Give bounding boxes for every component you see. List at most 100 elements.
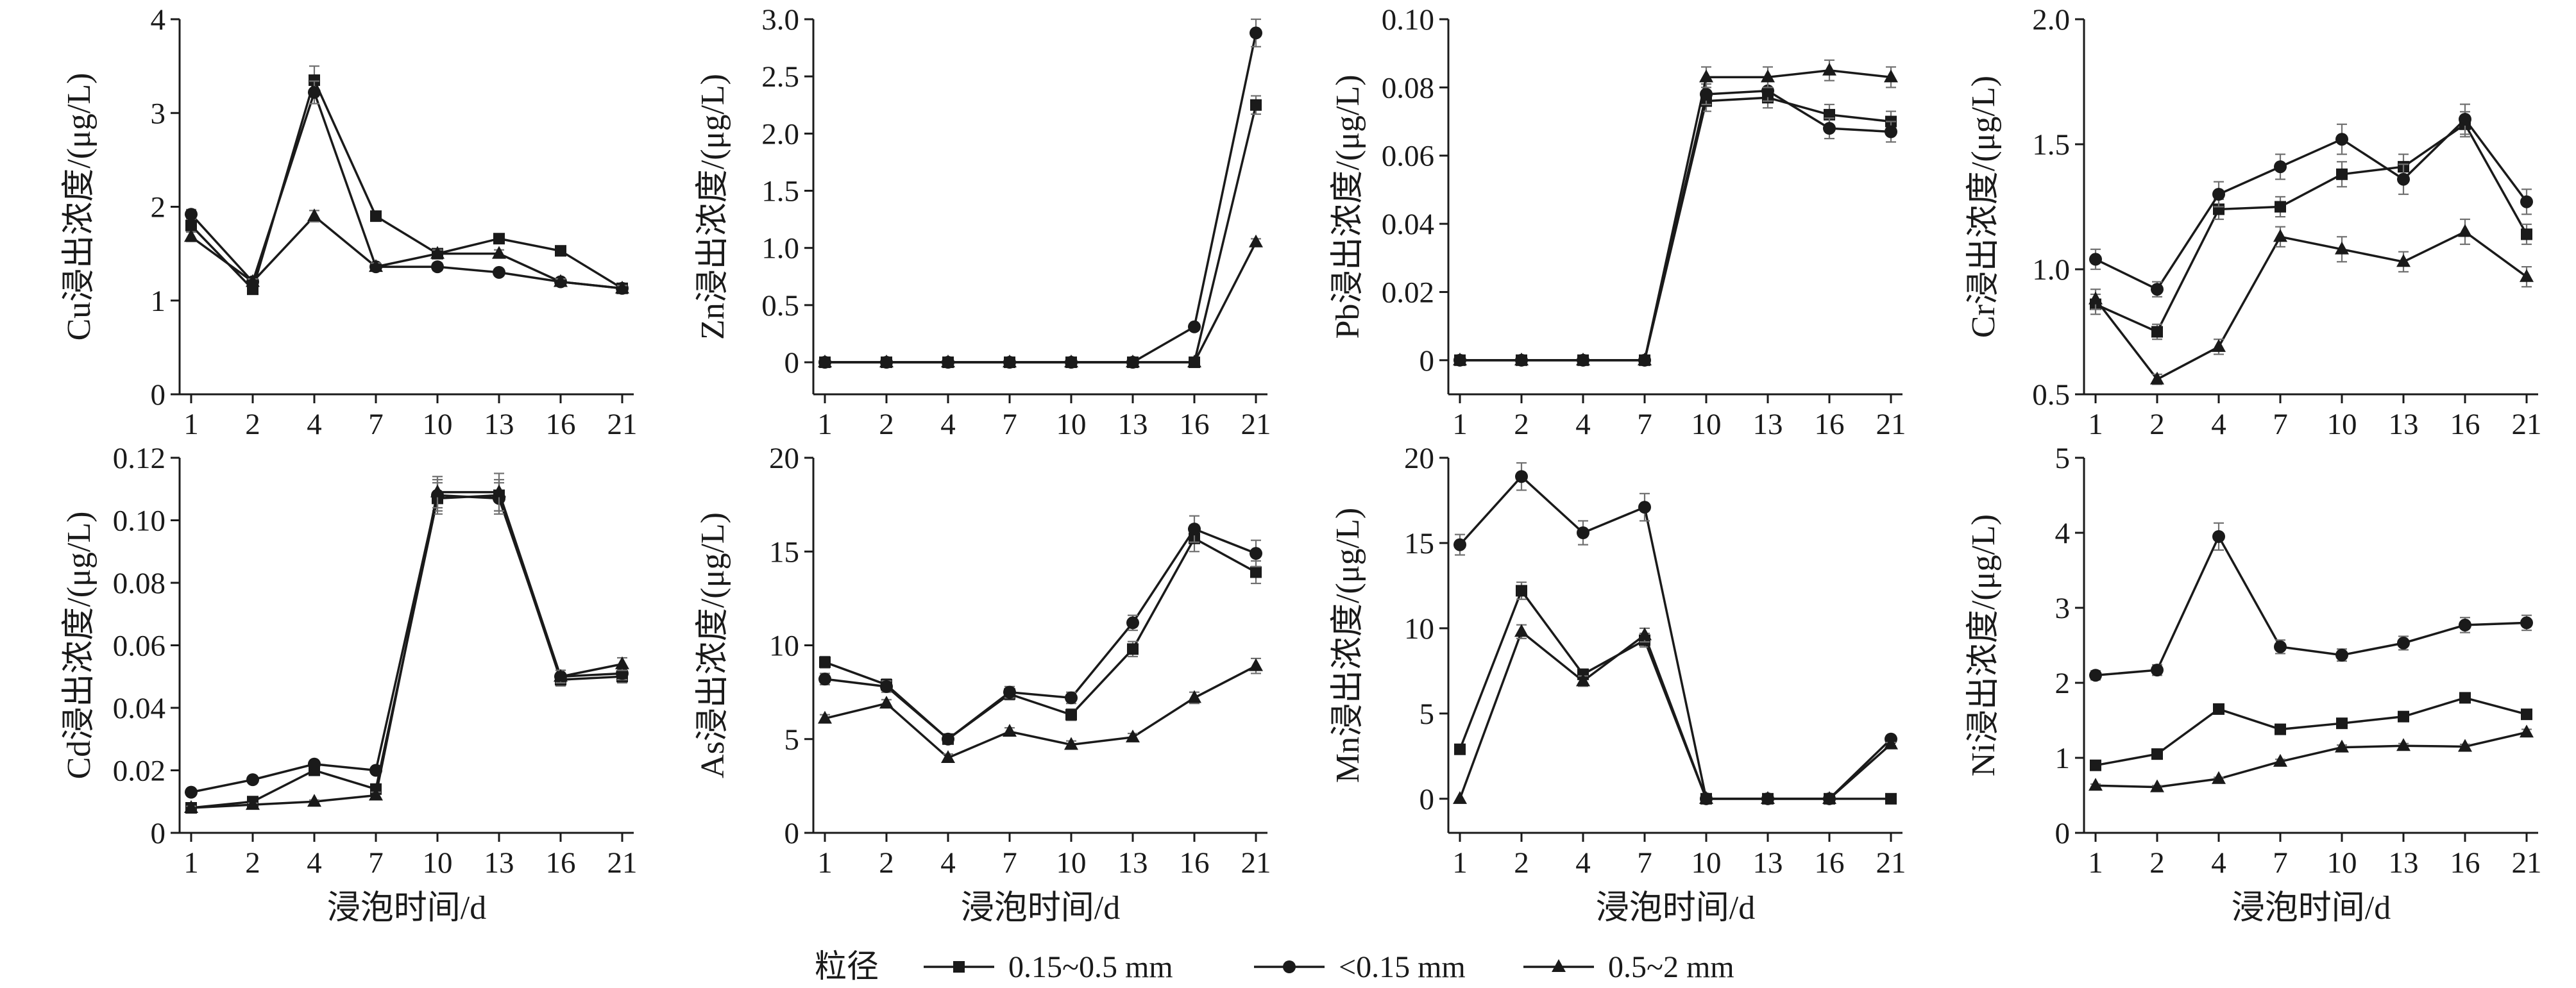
y-tick-label: 0 <box>151 378 166 412</box>
y-tick-label: 1.0 <box>2032 253 2070 287</box>
data-point <box>1064 737 1078 750</box>
x-tick-label: 2 <box>2149 846 2165 880</box>
data-point <box>1453 538 1466 551</box>
data-point <box>430 246 445 259</box>
x-tick-label: 13 <box>2389 408 2419 441</box>
series-0-5-2-mm <box>818 657 1263 763</box>
data-point <box>492 484 506 498</box>
data-point <box>2213 703 2224 715</box>
legend-item-0-15-0-5-mm: 0.15~0.5 mm <box>924 950 1173 984</box>
data-point <box>1515 470 1528 483</box>
y-axis-title: Cr浸出浓度/(μg/L) <box>1965 76 2002 338</box>
data-point <box>1065 708 1077 721</box>
x-tick-label: 10 <box>423 846 453 880</box>
data-point <box>184 229 198 242</box>
y-tick-label: 0.08 <box>113 567 165 600</box>
series-line <box>2095 696 2527 767</box>
x-tick-label: 7 <box>2273 846 2288 880</box>
data-point <box>1699 791 1713 804</box>
y-tick-label: 1.5 <box>761 175 799 208</box>
data-point <box>1126 616 1139 630</box>
y-tick-label: 0.06 <box>113 630 165 663</box>
series-0-5-2-mm <box>1453 59 1898 365</box>
x-tick-label: 16 <box>546 846 576 880</box>
data-point <box>1822 62 1836 76</box>
data-point <box>2151 748 2163 760</box>
legend-label: <0.15 mm <box>1339 950 1466 984</box>
series-line <box>1459 588 1891 800</box>
y-axis-title: Cd浸出浓度/(μg/L) <box>61 512 97 780</box>
x-axis-title: 浸泡时间/d <box>2232 890 2391 926</box>
series-0-15-mm <box>818 515 1262 746</box>
x-tick-label: 1 <box>1452 846 1468 880</box>
series-0-15-mm <box>2089 103 2533 297</box>
y-tick-label: 0.02 <box>113 755 165 788</box>
data-point <box>2335 739 2349 753</box>
series-0-5-2-mm <box>184 473 629 813</box>
y-tick-label: 20 <box>1404 442 1434 475</box>
data-point <box>1126 729 1140 742</box>
data-point <box>1127 643 1139 655</box>
data-point <box>2212 771 2226 784</box>
series-0-15-mm <box>2089 522 2533 682</box>
y-tick-label: 15 <box>769 535 799 569</box>
x-tick-label: 7 <box>2273 408 2288 441</box>
x-tick-label: 16 <box>1815 846 1845 880</box>
data-point <box>880 680 893 693</box>
data-point <box>615 656 629 669</box>
data-point <box>1822 791 1836 804</box>
y-tick-label: 1 <box>2055 742 2071 775</box>
data-point <box>1250 99 1262 111</box>
y-tick-label: 15 <box>1404 527 1434 560</box>
y-tick-label: 10 <box>769 630 799 663</box>
y-tick-label: 3 <box>2055 592 2071 625</box>
y-tick-label: 3 <box>151 97 166 130</box>
y-tick-label: 3.0 <box>761 3 799 37</box>
x-axis-title: 浸泡时间/d <box>961 890 1120 926</box>
data-point <box>2521 228 2532 240</box>
data-point <box>309 74 320 87</box>
data-point <box>1250 26 1262 40</box>
data-point <box>1249 658 1263 671</box>
y-tick-label: 0 <box>151 817 166 850</box>
data-point <box>308 757 321 771</box>
series-0-15-0-5-mm <box>1454 582 1897 805</box>
series-0-15-0-5-mm <box>2090 692 2532 771</box>
data-point <box>1454 743 1466 755</box>
data-point <box>554 669 568 682</box>
y-tick-label: 10 <box>1404 612 1434 646</box>
data-point <box>2458 224 2472 237</box>
data-point <box>879 355 894 368</box>
series-line <box>2095 731 2527 789</box>
data-point <box>369 259 383 272</box>
data-point <box>818 710 832 724</box>
y-tick-label: 4 <box>2055 517 2071 550</box>
data-point <box>1003 355 1017 368</box>
y-tick-label: 2 <box>2055 667 2071 700</box>
data-point <box>1516 585 1527 597</box>
x-tick-label: 2 <box>1514 846 1529 880</box>
data-point <box>1003 724 1017 737</box>
series-line <box>825 33 1257 364</box>
data-point <box>1577 526 1589 539</box>
data-point <box>1514 624 1529 637</box>
x-tick-label: 16 <box>2450 408 2480 441</box>
data-point <box>1761 791 1775 804</box>
x-tick-label: 10 <box>1056 408 1087 441</box>
x-tick-label: 4 <box>2211 408 2226 441</box>
legend-title: 粒径 <box>815 948 879 985</box>
y-axis-title: As浸出浓度/(μg/L) <box>695 512 731 778</box>
x-tick-label: 13 <box>1118 408 1148 441</box>
x-tick-label: 2 <box>245 408 260 441</box>
x-tick-label: 2 <box>2149 408 2165 441</box>
series-line <box>190 88 623 290</box>
data-point <box>1187 690 1201 703</box>
x-tick-label: 7 <box>1637 408 1652 441</box>
data-point <box>1249 234 1263 247</box>
y-tick-label: 0.12 <box>113 442 165 475</box>
data-point <box>818 355 832 368</box>
data-point <box>1576 352 1590 365</box>
data-point <box>2273 753 2287 767</box>
series-line <box>824 527 1257 741</box>
data-point <box>2089 778 2103 791</box>
